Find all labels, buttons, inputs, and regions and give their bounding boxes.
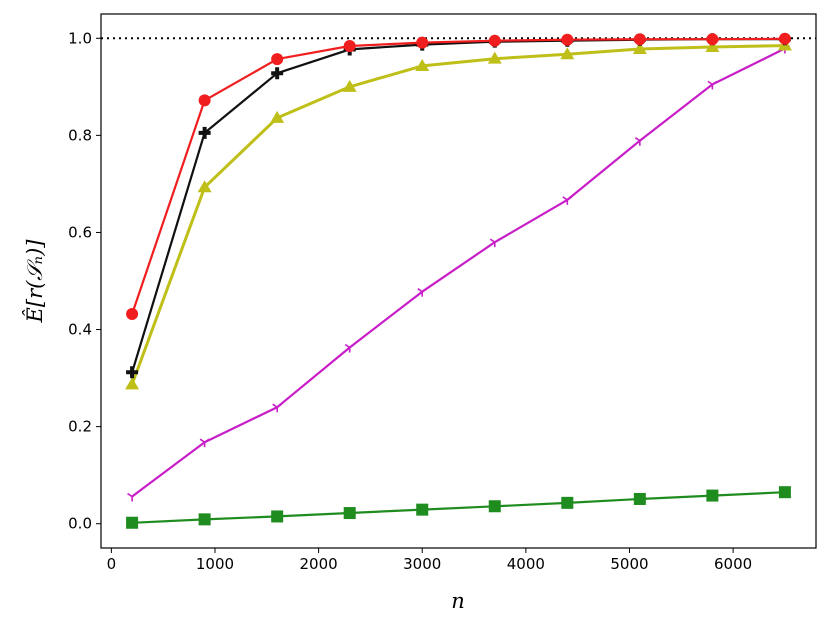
data-point xyxy=(198,94,211,107)
ticks-layer: 0 1000 2000 3000 4000 5000 6000 0.0 0.2 0.4 0.6 0.8… xyxy=(68,29,752,573)
series-line xyxy=(131,37,785,315)
data-point xyxy=(416,503,429,516)
x-tick-label: 2000 xyxy=(300,555,338,573)
data-point xyxy=(127,492,138,502)
data-point xyxy=(344,343,355,353)
data-point xyxy=(126,308,139,321)
data-point xyxy=(415,58,430,71)
data-point xyxy=(632,41,647,54)
y-tick-label: 0.6 xyxy=(68,223,92,241)
data-point xyxy=(707,80,718,90)
data-point xyxy=(633,33,646,46)
data-point xyxy=(706,489,719,502)
data-point xyxy=(126,366,139,379)
series-2 xyxy=(125,38,792,390)
data-point xyxy=(705,40,720,53)
data-point xyxy=(778,32,791,45)
x-tick-label: 0 xyxy=(107,555,117,573)
y-tick-label: 0.4 xyxy=(68,321,92,339)
data-point xyxy=(706,33,719,46)
data-point xyxy=(488,500,501,513)
data-point xyxy=(342,79,357,92)
data-point xyxy=(343,507,356,520)
y-tick-label: 0.8 xyxy=(68,126,92,144)
x-tick-label: 6000 xyxy=(714,555,752,573)
data-point xyxy=(271,53,284,66)
data-point xyxy=(778,486,791,499)
x-tick-label: 3000 xyxy=(403,555,441,573)
y-tick-label: 0.0 xyxy=(68,515,92,533)
series-line xyxy=(130,44,785,385)
data-point xyxy=(343,40,356,53)
data-point xyxy=(125,377,140,390)
data-point xyxy=(271,510,284,523)
data-point xyxy=(634,137,645,146)
data-point xyxy=(560,47,575,60)
y-tick-label: 1.0 xyxy=(68,29,92,47)
data-point xyxy=(487,51,502,64)
y-axis-label: Ê[r(𝒮ₙ)] xyxy=(23,239,47,324)
data-point xyxy=(126,516,139,529)
x-axis-label: n xyxy=(451,589,465,613)
data-point xyxy=(272,403,283,413)
y-tick-label: 0.2 xyxy=(68,418,92,436)
x-tick-label: 5000 xyxy=(610,555,648,573)
series-line xyxy=(131,47,786,498)
data-point xyxy=(417,288,428,297)
data-point xyxy=(561,496,574,509)
data-point xyxy=(270,110,285,123)
data-point xyxy=(271,67,284,80)
data-point xyxy=(197,180,212,193)
data-point xyxy=(198,513,211,526)
data-point xyxy=(562,196,573,205)
series-0 xyxy=(126,486,791,529)
data-point xyxy=(416,36,429,49)
x-tick-label: 4000 xyxy=(507,555,545,573)
data-point xyxy=(199,438,210,448)
data-point xyxy=(561,33,574,46)
plot-area xyxy=(101,14,816,548)
data-point xyxy=(633,492,646,505)
data-point xyxy=(489,238,500,248)
data-point xyxy=(198,126,211,139)
series-4 xyxy=(126,32,791,321)
x-tick-label: 1000 xyxy=(196,555,234,573)
series-line xyxy=(132,491,785,524)
series-layer xyxy=(125,32,792,529)
data-point xyxy=(488,34,501,47)
plot-frame xyxy=(100,13,817,549)
